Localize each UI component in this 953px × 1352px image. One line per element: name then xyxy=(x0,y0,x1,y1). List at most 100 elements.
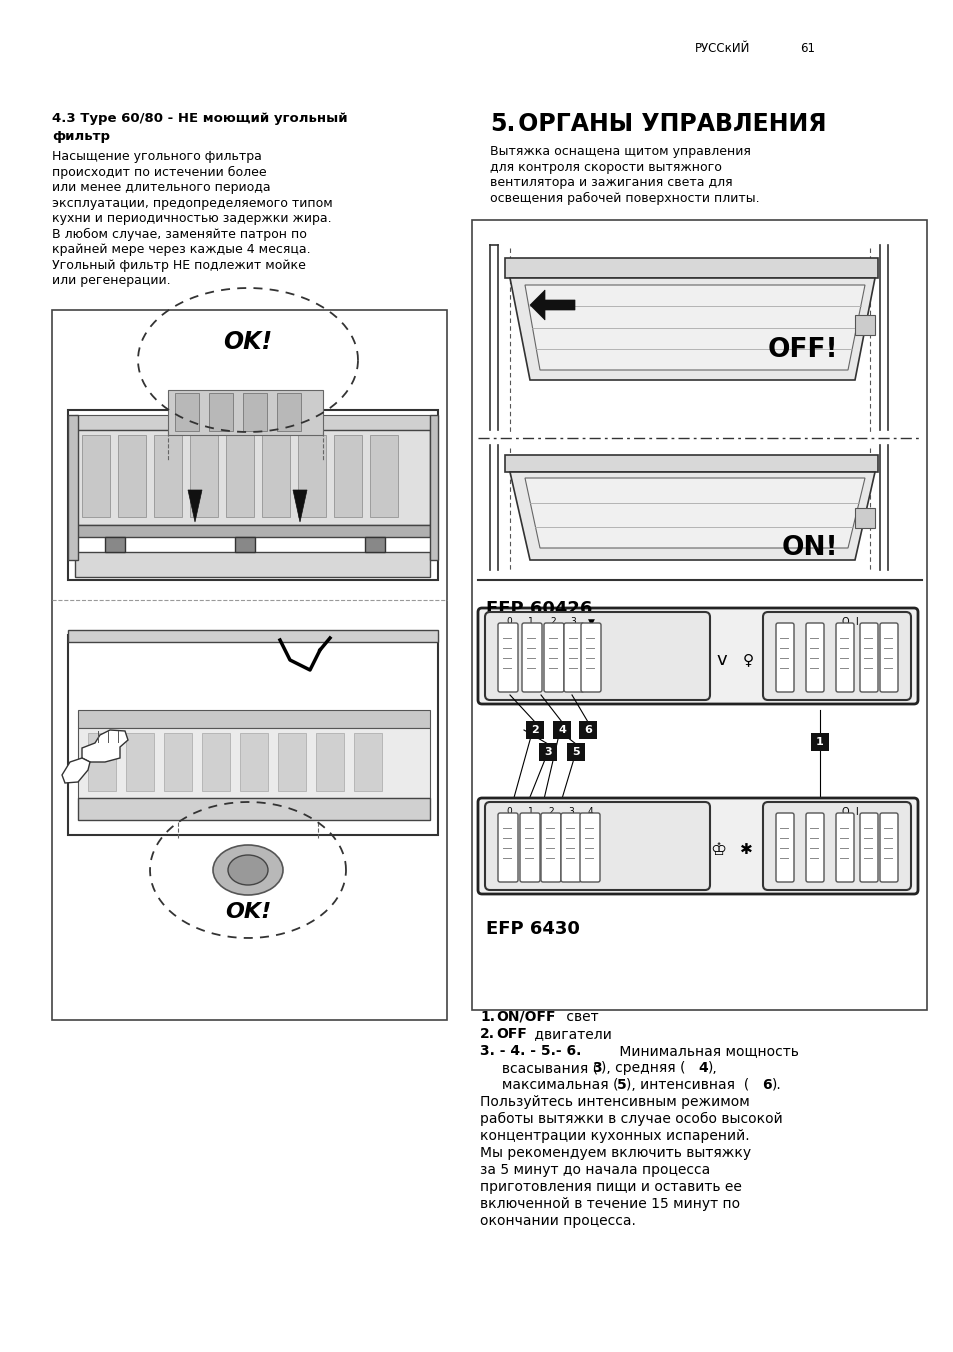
Text: Вытяжка оснащена щитом управления: Вытяжка оснащена щитом управления xyxy=(490,145,750,158)
Polygon shape xyxy=(188,489,202,522)
Polygon shape xyxy=(504,258,877,279)
Text: освещения рабочей поверхности плиты.: освещения рабочей поверхности плиты. xyxy=(490,192,759,204)
FancyBboxPatch shape xyxy=(879,813,897,882)
FancyBboxPatch shape xyxy=(580,623,600,692)
Text: 2: 2 xyxy=(550,618,556,626)
Text: приготовления пищи и оставить ее: приготовления пищи и оставить ее xyxy=(479,1180,741,1194)
Text: включенной в течение 15 минут по: включенной в течение 15 минут по xyxy=(479,1197,740,1211)
Bar xyxy=(566,744,584,761)
FancyBboxPatch shape xyxy=(805,623,823,692)
Text: OK!: OK! xyxy=(225,902,271,922)
Text: 2: 2 xyxy=(531,725,538,735)
FancyBboxPatch shape xyxy=(521,623,541,692)
Text: или менее длительного периода: или менее длительного периода xyxy=(52,181,271,193)
Text: всасывания (: всасывания ( xyxy=(479,1061,598,1075)
Text: 6: 6 xyxy=(761,1078,771,1092)
Bar xyxy=(78,798,430,821)
FancyBboxPatch shape xyxy=(762,612,910,700)
FancyBboxPatch shape xyxy=(775,623,793,692)
Bar xyxy=(82,435,110,516)
Text: 4.3 Туре 60/80 - НЕ моющий угольный: 4.3 Туре 60/80 - НЕ моющий угольный xyxy=(52,112,347,124)
Bar xyxy=(370,435,397,516)
Bar xyxy=(209,393,233,431)
FancyBboxPatch shape xyxy=(859,813,877,882)
FancyBboxPatch shape xyxy=(477,608,917,704)
Text: OFF: OFF xyxy=(496,1028,526,1041)
Bar xyxy=(105,537,125,552)
Polygon shape xyxy=(504,456,877,472)
Text: крайней мере через каждые 4 месяца.: крайней мере через каждые 4 месяца. xyxy=(52,243,311,256)
Bar xyxy=(68,410,437,580)
Text: Мы рекомендуем включить вытяжку: Мы рекомендуем включить вытяжку xyxy=(479,1146,750,1160)
Bar xyxy=(78,710,430,727)
Polygon shape xyxy=(510,472,874,560)
Bar xyxy=(578,721,597,740)
Text: вентилятора и зажигания света для: вентилятора и зажигания света для xyxy=(490,176,732,189)
Text: 4: 4 xyxy=(558,725,565,735)
Bar xyxy=(88,733,116,791)
Bar xyxy=(810,733,828,750)
FancyBboxPatch shape xyxy=(497,813,517,882)
Bar xyxy=(297,435,326,516)
Text: 3: 3 xyxy=(568,807,574,817)
FancyBboxPatch shape xyxy=(484,802,709,890)
Ellipse shape xyxy=(213,845,283,895)
Polygon shape xyxy=(82,730,128,763)
Text: окончании процесса.: окончании процесса. xyxy=(479,1214,636,1228)
FancyBboxPatch shape xyxy=(762,802,910,890)
Text: ),: ), xyxy=(707,1061,717,1075)
Text: O  I: O I xyxy=(841,807,858,817)
Text: РУССкИЙ: РУССкИЙ xyxy=(695,42,750,55)
Polygon shape xyxy=(524,285,864,370)
Text: ), средняя (: ), средняя ( xyxy=(600,1061,685,1075)
Text: Угольный фильтр НЕ подлежит мойке: Угольный фильтр НЕ подлежит мойке xyxy=(52,258,306,272)
Bar xyxy=(226,435,253,516)
Bar xyxy=(262,435,290,516)
Text: 1: 1 xyxy=(815,737,823,748)
Text: 4: 4 xyxy=(698,1061,707,1075)
Text: 3: 3 xyxy=(543,748,551,757)
Text: O  I: O I xyxy=(841,617,858,627)
Text: 3. - 4. - 5.- 6.: 3. - 4. - 5.- 6. xyxy=(479,1044,580,1059)
Bar xyxy=(68,415,78,560)
Ellipse shape xyxy=(228,854,268,886)
Bar xyxy=(75,415,430,430)
Bar xyxy=(202,733,230,791)
Text: ), интенсивная  (: ), интенсивная ( xyxy=(625,1078,748,1092)
FancyBboxPatch shape xyxy=(805,813,823,882)
Bar xyxy=(854,508,874,529)
Bar xyxy=(234,537,254,552)
FancyBboxPatch shape xyxy=(563,623,583,692)
Text: 5: 5 xyxy=(572,748,579,757)
Text: для контроля скорости вытяжного: для контроля скорости вытяжного xyxy=(490,161,721,173)
Text: двигатели: двигатели xyxy=(530,1028,611,1041)
Bar xyxy=(553,721,571,740)
Bar xyxy=(164,733,192,791)
Text: ♔: ♔ xyxy=(709,841,725,859)
Text: 3: 3 xyxy=(570,618,576,626)
Text: фильтр: фильтр xyxy=(52,130,110,143)
Text: 6: 6 xyxy=(583,725,591,735)
FancyBboxPatch shape xyxy=(484,612,709,700)
FancyBboxPatch shape xyxy=(835,813,853,882)
FancyBboxPatch shape xyxy=(879,623,897,692)
Text: 4: 4 xyxy=(587,807,592,817)
FancyBboxPatch shape xyxy=(540,813,560,882)
Text: Пользуйтесь интенсивным режимом: Пользуйтесь интенсивным режимом xyxy=(479,1095,749,1109)
Polygon shape xyxy=(62,758,90,783)
Text: 3: 3 xyxy=(592,1061,601,1075)
Bar xyxy=(168,389,323,435)
Bar xyxy=(75,430,430,525)
Text: 5: 5 xyxy=(617,1078,626,1092)
Text: EFP 6430: EFP 6430 xyxy=(485,919,579,938)
Text: 0: 0 xyxy=(506,618,512,626)
Bar xyxy=(174,393,199,431)
Text: 1: 1 xyxy=(528,807,534,817)
Text: ▼: ▼ xyxy=(587,618,594,626)
Bar xyxy=(277,733,306,791)
Polygon shape xyxy=(293,489,307,522)
FancyBboxPatch shape xyxy=(497,623,517,692)
Bar xyxy=(190,435,218,516)
Text: 2: 2 xyxy=(548,807,554,817)
Bar xyxy=(75,552,430,577)
